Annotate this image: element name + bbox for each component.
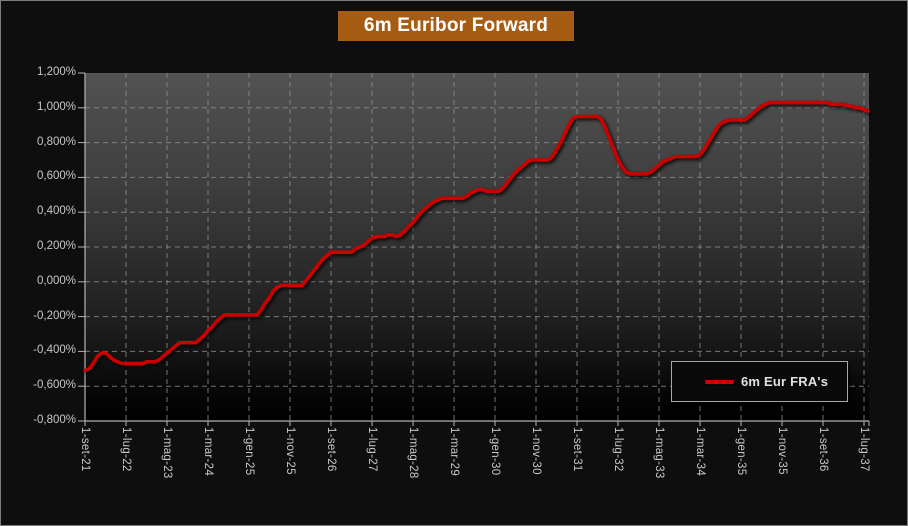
x-axis-label: 1-mag-33: [653, 427, 665, 479]
x-axis-label: 1-mar-34: [694, 427, 706, 477]
x-axis-label: 1-nov-35: [776, 427, 788, 475]
legend: 6m Eur FRA's: [671, 361, 848, 402]
x-axis-label: 1-nov-25: [284, 427, 296, 475]
y-axis-label: 0,400%: [36, 205, 76, 218]
x-axis-label: 1-nov-30: [530, 427, 542, 475]
fra-series-line: [83, 100, 870, 373]
legend-line-sample: [705, 379, 734, 384]
y-axis-label: -0,800%: [33, 414, 76, 426]
x-axis-label: 1-mar-29: [448, 427, 460, 477]
x-axis-label: 1-set-36: [817, 427, 829, 472]
x-axis-label: 1-lug-37: [858, 427, 870, 472]
y-axis-label: 0,200%: [36, 240, 76, 252]
y-axis-label: 0,800%: [36, 135, 76, 148]
chart-title: 6m Euribor Forward: [338, 11, 574, 41]
x-axis-label: 1-set-21: [79, 427, 91, 472]
x-axis-label: 1-set-26: [325, 427, 337, 472]
x-axis-label: 1-mag-28: [407, 427, 419, 479]
y-axis-label: -0,200%: [33, 309, 76, 322]
x-axis-label: 1-gen-30: [489, 427, 501, 476]
x-axis-label: 1-mar-24: [202, 427, 214, 477]
x-axis-label: 1-lug-22: [120, 427, 132, 472]
y-axis-label: -0,400%: [33, 344, 76, 357]
x-axis-label: 1-gen-35: [735, 427, 747, 476]
y-axis-label: 1,000%: [36, 100, 76, 113]
x-axis-label: 1-lug-27: [366, 427, 378, 472]
y-axis-label: 0,000%: [36, 274, 76, 287]
x-axis-label: 1-mag-23: [161, 427, 173, 479]
y-axis-label: -0,600%: [33, 379, 76, 392]
y-axis-label: 0,600%: [36, 170, 76, 183]
y-axis-label: 1,200%: [36, 66, 76, 78]
x-axis-label: 1-gen-25: [243, 427, 255, 476]
x-axis-label: 1-lug-32: [612, 427, 624, 472]
x-axis-label: 1-set-31: [571, 427, 583, 472]
legend-label: 6m Eur FRA's: [741, 374, 829, 389]
